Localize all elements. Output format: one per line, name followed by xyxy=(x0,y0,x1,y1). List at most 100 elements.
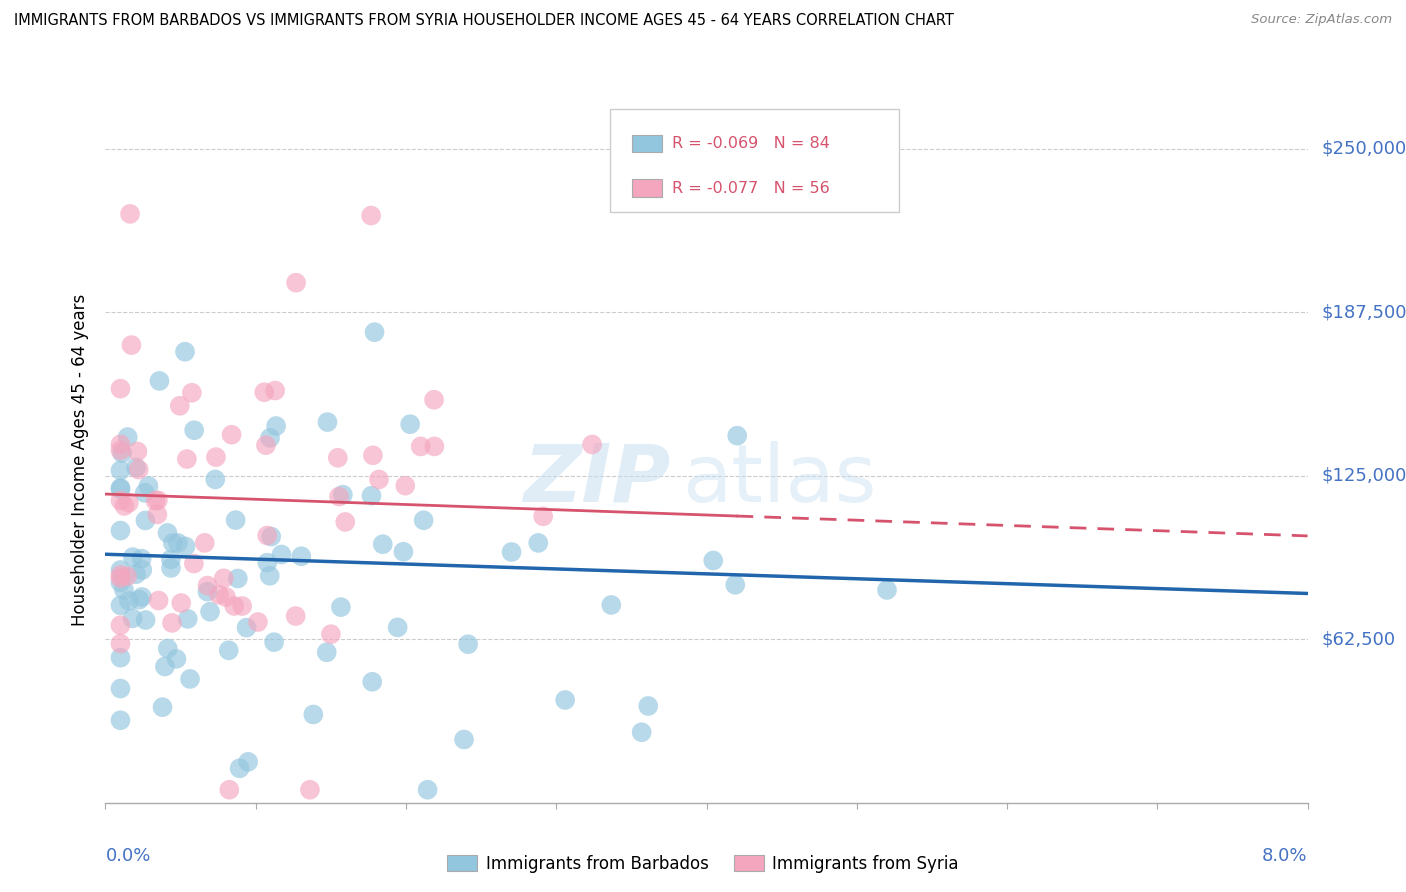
Point xyxy=(581,437,603,451)
Point xyxy=(554,693,576,707)
Point xyxy=(183,557,205,571)
Point xyxy=(259,431,281,445)
Point xyxy=(319,627,342,641)
Point xyxy=(179,672,201,686)
Point xyxy=(110,481,132,495)
Point xyxy=(702,553,724,567)
Point xyxy=(221,427,243,442)
Point xyxy=(148,374,170,388)
Point xyxy=(264,419,287,434)
Point xyxy=(110,618,132,632)
Point xyxy=(121,611,143,625)
Point xyxy=(361,448,384,462)
Point xyxy=(236,755,259,769)
Point xyxy=(170,596,193,610)
Point xyxy=(360,209,382,223)
Point xyxy=(371,537,394,551)
Point xyxy=(176,452,198,467)
Point xyxy=(115,569,138,583)
Point xyxy=(212,571,235,585)
Point xyxy=(110,637,132,651)
Point xyxy=(270,548,292,562)
Point xyxy=(174,344,197,359)
Point xyxy=(121,338,143,352)
Point xyxy=(118,594,141,608)
Point xyxy=(177,612,200,626)
Point xyxy=(412,513,434,527)
Point xyxy=(259,569,281,583)
Point xyxy=(363,325,385,339)
Point xyxy=(264,384,287,398)
Point xyxy=(118,496,141,510)
Point xyxy=(260,530,283,544)
Point xyxy=(197,578,219,592)
Point xyxy=(326,450,349,465)
Point xyxy=(198,605,221,619)
Legend: Immigrants from Barbados, Immigrants from Syria: Immigrants from Barbados, Immigrants fro… xyxy=(441,848,965,880)
Point xyxy=(256,556,278,570)
Point xyxy=(169,399,191,413)
Point xyxy=(724,578,747,592)
Point xyxy=(218,782,240,797)
Point xyxy=(146,508,169,522)
Point xyxy=(285,276,308,290)
Point xyxy=(316,415,339,429)
Point xyxy=(174,540,197,554)
Point xyxy=(256,528,278,542)
Text: 0.0%: 0.0% xyxy=(105,847,150,865)
Text: $187,500: $187,500 xyxy=(1322,303,1406,321)
Point xyxy=(335,515,357,529)
Point xyxy=(208,588,231,602)
Point xyxy=(160,552,183,566)
Point xyxy=(110,571,132,585)
Point xyxy=(361,674,384,689)
Point xyxy=(387,620,409,634)
Point xyxy=(110,713,132,727)
Point xyxy=(118,207,141,221)
Point xyxy=(131,590,153,604)
Point xyxy=(131,563,153,577)
Point xyxy=(225,513,247,527)
Point xyxy=(501,545,523,559)
Point xyxy=(112,499,135,513)
Point xyxy=(205,450,228,464)
Point xyxy=(725,428,748,442)
Point xyxy=(224,599,246,613)
Text: $125,000: $125,000 xyxy=(1322,467,1406,484)
Point xyxy=(332,488,354,502)
Point xyxy=(600,598,623,612)
Text: 8.0%: 8.0% xyxy=(1263,847,1308,865)
Point xyxy=(153,659,176,673)
Point xyxy=(302,707,325,722)
Point xyxy=(135,613,157,627)
Point xyxy=(145,493,167,508)
Point xyxy=(392,545,415,559)
Point xyxy=(110,568,132,582)
Point xyxy=(457,637,479,651)
Point xyxy=(531,509,554,524)
Point xyxy=(284,609,307,624)
Point xyxy=(453,732,475,747)
Point xyxy=(128,462,150,476)
Point xyxy=(110,493,132,508)
Point xyxy=(399,417,422,432)
Point xyxy=(527,536,550,550)
Point xyxy=(156,525,179,540)
Point xyxy=(160,615,183,630)
Text: $250,000: $250,000 xyxy=(1322,140,1406,158)
Text: Source: ZipAtlas.com: Source: ZipAtlas.com xyxy=(1251,13,1392,27)
Text: R = -0.069   N = 84: R = -0.069 N = 84 xyxy=(672,136,830,151)
Point xyxy=(368,473,391,487)
Text: atlas: atlas xyxy=(682,441,877,519)
Point xyxy=(876,582,898,597)
Point xyxy=(360,489,382,503)
Point xyxy=(167,536,190,550)
Point xyxy=(630,725,652,739)
Point xyxy=(290,549,312,564)
Point xyxy=(110,563,132,577)
Point xyxy=(110,482,132,496)
Point xyxy=(121,550,143,565)
Point xyxy=(254,438,277,452)
Point xyxy=(146,493,169,508)
Point xyxy=(148,593,170,607)
